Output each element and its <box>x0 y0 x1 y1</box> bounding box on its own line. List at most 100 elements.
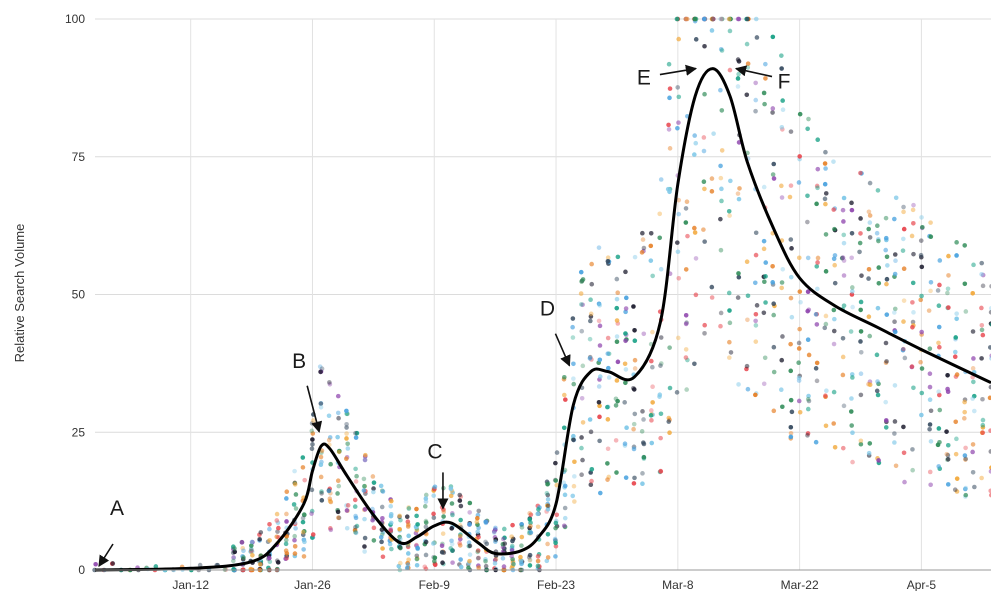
scatter-point <box>753 80 758 86</box>
scatter-point <box>831 159 836 164</box>
scatter-point <box>327 381 333 387</box>
scatter-point <box>657 235 663 241</box>
scatter-point <box>911 385 916 391</box>
scatter-point <box>318 454 324 460</box>
scatter-point <box>937 282 942 288</box>
scatter-point <box>397 526 402 532</box>
scatter-point <box>902 355 908 361</box>
scatter-point <box>650 329 655 335</box>
scatter-point <box>476 555 481 561</box>
scatter-point <box>963 492 969 498</box>
scatter-point <box>805 255 811 261</box>
scatter-point <box>641 454 647 460</box>
scatter-point <box>291 502 297 507</box>
annotation-label: D <box>540 298 555 321</box>
scatter-point <box>952 354 958 360</box>
scatter-point <box>310 532 316 537</box>
scatter-point <box>702 239 707 244</box>
scatter-point <box>737 186 742 191</box>
scatter-point <box>562 492 568 498</box>
scatter-point <box>518 554 523 560</box>
scatter-point <box>572 499 577 504</box>
scatter-point <box>850 289 855 294</box>
scatter-point <box>562 505 568 511</box>
scatter-point <box>458 557 463 562</box>
scatter-point <box>685 233 690 239</box>
scatter-point <box>632 475 637 481</box>
scatter-point <box>780 107 786 113</box>
scatter-point <box>866 276 871 281</box>
scatter-point <box>884 359 889 364</box>
scatter-point <box>284 555 290 561</box>
scatter-point <box>779 285 784 291</box>
scatter-point <box>761 310 767 316</box>
scatter-point <box>823 166 828 171</box>
scatter-point <box>657 392 663 398</box>
scatter-point <box>676 276 682 281</box>
scatter-point <box>572 474 577 479</box>
scatter-point <box>378 534 384 540</box>
scatter-point <box>526 554 532 560</box>
scatter-point <box>701 179 707 185</box>
scatter-point <box>718 216 723 222</box>
scatter-point <box>353 430 358 436</box>
scatter-point <box>683 206 689 211</box>
scatter-point <box>893 463 899 469</box>
annotation-label: A <box>110 497 124 520</box>
scatter-point <box>345 441 350 447</box>
scatter-point <box>458 503 464 509</box>
scatter-point <box>962 486 968 492</box>
scatter-point <box>727 213 732 218</box>
scatter-point <box>736 71 741 77</box>
scatter-point <box>963 457 968 462</box>
scatter-point <box>945 442 951 448</box>
scatter-point <box>970 366 976 371</box>
scatter-point <box>527 517 533 522</box>
scatter-point <box>405 544 411 550</box>
scatter-point <box>248 546 254 552</box>
scatter-point <box>588 314 594 319</box>
scatter-point <box>153 564 159 569</box>
scatter-point <box>937 344 942 350</box>
scatter-point <box>553 460 558 466</box>
scatter-point <box>509 534 514 539</box>
scatter-point <box>761 381 767 387</box>
scatter-point <box>632 357 638 363</box>
scatter-point <box>814 322 820 327</box>
scatter-point <box>354 430 360 436</box>
scatter-point <box>892 383 898 388</box>
scatter-point <box>579 279 584 284</box>
scatter-point <box>249 548 254 553</box>
scatter-point <box>780 266 786 272</box>
scatter-point <box>901 204 906 210</box>
scatter-point <box>614 334 620 339</box>
scatter-point <box>927 469 933 475</box>
scatter-point <box>987 345 991 350</box>
scatter-point <box>309 446 315 452</box>
scatter-point <box>858 371 864 377</box>
scatter-point <box>493 556 499 562</box>
scatter-point <box>779 66 784 71</box>
scatter-point <box>344 508 350 513</box>
scatter-point <box>972 408 977 414</box>
scatter-point <box>528 512 534 517</box>
scatter-point <box>553 525 558 531</box>
scatter-point <box>779 183 784 189</box>
scatter-point <box>648 230 654 236</box>
scatter-point <box>745 61 751 66</box>
scatter-point <box>763 274 768 279</box>
y-tick-label: 25 <box>72 425 86 439</box>
scatter-point <box>380 515 385 521</box>
scatter-point <box>674 390 680 395</box>
annotation-label: E <box>637 67 651 90</box>
scatter-point <box>728 178 733 184</box>
scatter-point <box>580 420 586 425</box>
scatter-point <box>631 421 637 427</box>
scatter-point <box>311 418 316 423</box>
scatter-point <box>631 385 636 391</box>
scatter-point <box>292 533 297 539</box>
scatter-point <box>753 252 759 258</box>
scatter-point <box>466 565 471 571</box>
scatter-point <box>414 562 420 568</box>
